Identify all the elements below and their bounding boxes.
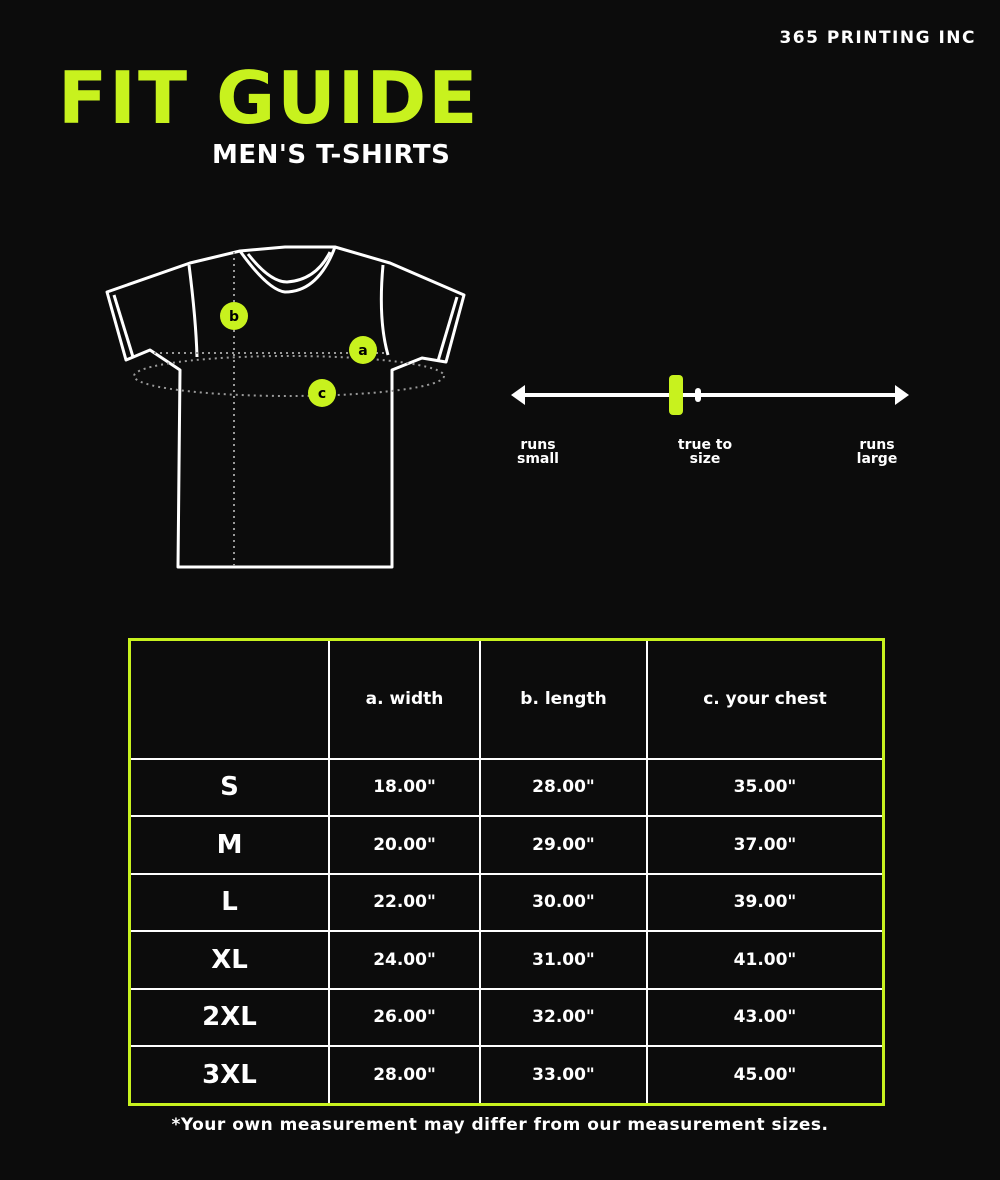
measurement-cell: 32.00" [479, 987, 648, 1048]
table-row: 2XL 26.00" 32.00" 43.00" [129, 987, 884, 1048]
size-label: 2XL [129, 987, 330, 1048]
arrow-left-icon [511, 385, 525, 405]
measurement-cell: 22.00" [327, 872, 482, 933]
measurement-cell: 26.00" [327, 987, 482, 1048]
measurement-cell: 33.00" [479, 1045, 648, 1105]
size-label: S [129, 757, 330, 818]
tshirt-diagram: b a c [105, 245, 466, 569]
size-label: 3XL [129, 1045, 330, 1105]
table-row: L 22.00" 30.00" 39.00" [129, 872, 884, 933]
brand-name: 365 PRINTING INC [779, 28, 976, 48]
svg-text:c: c [318, 386, 326, 402]
table-row: 3XL 28.00" 33.00" 45.00" [129, 1045, 884, 1105]
size-label: XL [129, 930, 330, 990]
measurement-cell: 31.00" [479, 930, 648, 990]
footnote: *Your own measurement may differ from ou… [171, 1115, 829, 1135]
measurement-cell: 30.00" [479, 872, 648, 933]
measurement-cell: 29.00" [479, 815, 648, 875]
page-title: FIT GUIDE [58, 56, 480, 140]
header-cell: a. width [327, 639, 482, 760]
size-table: a. width b. length c. your chest S 18.00"… [128, 638, 885, 1106]
runs-small-label: runs small [517, 437, 559, 467]
fit-scale: runs small true to size runs large [505, 370, 915, 480]
measurement-cell: 41.00" [645, 930, 884, 990]
table-row: S 18.00" 28.00" 35.00" [129, 757, 884, 818]
runs-large-label: runs large [856, 437, 898, 467]
svg-text:a: a [358, 343, 367, 359]
measurement-cell: 43.00" [645, 987, 884, 1048]
table-row: XL 24.00" 31.00" 41.00" [129, 930, 884, 990]
header-cell [129, 639, 330, 760]
svg-text:b: b [229, 309, 239, 325]
measurement-cell: 45.00" [645, 1045, 884, 1105]
measurement-cell: 39.00" [645, 872, 884, 933]
marker-b [220, 302, 248, 330]
header-cell: b. length [479, 639, 648, 760]
true-to-size-label: true to size [677, 437, 733, 467]
fit-scale-line [519, 393, 901, 397]
table-row: M 20.00" 29.00" 37.00" [129, 815, 884, 875]
measurement-cell: 18.00" [327, 757, 482, 818]
arrow-right-icon [895, 385, 909, 405]
measurement-cell: 28.00" [479, 757, 648, 818]
shirt-outline [105, 245, 466, 569]
size-label: M [129, 815, 330, 875]
measurement-cell: 37.00" [645, 815, 884, 875]
measurement-cell: 28.00" [327, 1045, 482, 1105]
measurement-cell: 20.00" [327, 815, 482, 875]
measurement-cell: 24.00" [327, 930, 482, 990]
marker-a [349, 336, 377, 364]
size-label: L [129, 872, 330, 933]
table-header-row: a. width b. length c. your chest [129, 639, 884, 760]
fit-scale-center-tick [695, 388, 701, 402]
marker-c [308, 379, 336, 407]
measurement-cell: 35.00" [645, 757, 884, 818]
page-subtitle: MEN'S T-SHIRTS [212, 140, 451, 170]
fit-scale-marker [668, 375, 683, 415]
header-cell: c. your chest [645, 639, 884, 760]
